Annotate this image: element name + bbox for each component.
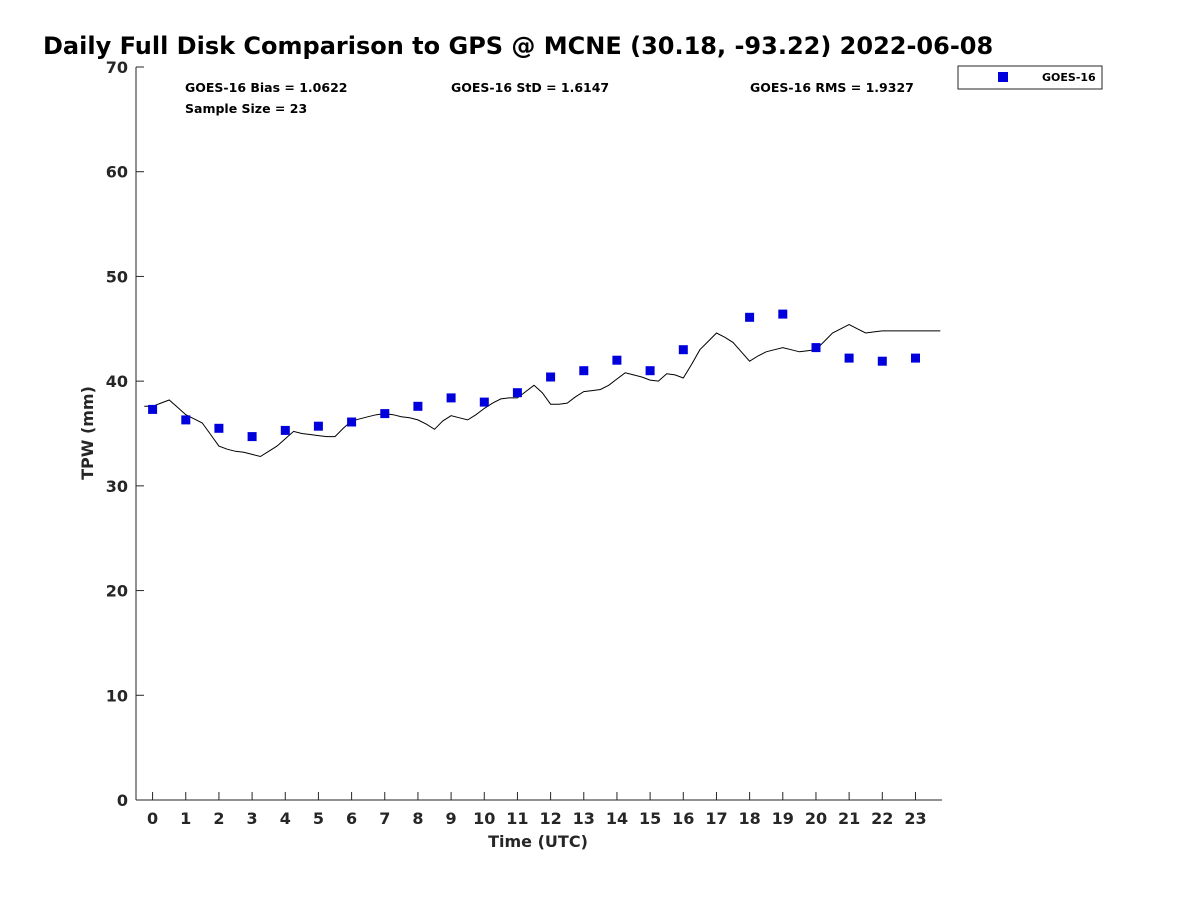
- legend-label: GOES-16: [1042, 71, 1096, 84]
- plot-area: [135, 67, 942, 801]
- x-tick-label: 16: [672, 809, 694, 828]
- gps-line-series: [144, 324, 941, 458]
- x-tick-label: 13: [573, 809, 595, 828]
- goes16-point: [247, 432, 257, 442]
- legend-marker: [998, 72, 1008, 82]
- legend-box: [957, 65, 1103, 90]
- y-ticks: 0 10 20 30 40 50 60 70: [106, 58, 144, 810]
- y-tick-label: 70: [106, 58, 128, 77]
- x-tick-label: 4: [280, 809, 291, 828]
- y-tick-label: 20: [106, 582, 128, 601]
- x-tick-label: 14: [606, 809, 628, 828]
- goes16-point: [778, 309, 788, 319]
- x-tick-label: 1: [180, 809, 191, 828]
- x-tick-label: 20: [805, 809, 827, 828]
- goes16-point: [148, 404, 158, 414]
- goes16-point: [911, 353, 920, 363]
- x-tick-label: 11: [506, 809, 528, 828]
- x-tick-label: 7: [379, 809, 390, 828]
- y-tick-label: 50: [106, 267, 128, 286]
- sample-size-stat: Sample Size = 23: [185, 101, 307, 116]
- x-tick-label: 21: [838, 809, 860, 828]
- x-tick-label: 23: [904, 809, 926, 828]
- x-tick-label: 22: [871, 809, 893, 828]
- x-tick-label: 12: [539, 809, 561, 828]
- goes16-point: [745, 312, 755, 322]
- goes16-point: [413, 401, 423, 411]
- x-tick-label: 0: [147, 809, 158, 828]
- x-tick-label: 5: [313, 809, 324, 828]
- x-tick-label: 8: [412, 809, 423, 828]
- x-tick-label: 2: [213, 809, 224, 828]
- goes16-point: [877, 356, 887, 366]
- y-tick-label: 30: [106, 477, 128, 496]
- goes16-point: [313, 421, 323, 431]
- goes16-point: [512, 388, 522, 398]
- bias-stat: GOES-16 Bias = 1.0622: [185, 80, 347, 95]
- y-tick-label: 0: [117, 791, 128, 810]
- goes16-point: [612, 355, 622, 365]
- x-tick-label: 17: [705, 809, 727, 828]
- goes16-point: [678, 345, 688, 355]
- goes16-point: [214, 423, 224, 433]
- x-axis-label: Time (UTC): [488, 832, 588, 851]
- chart-title: Daily Full Disk Comparison to GPS @ MCNE…: [43, 32, 993, 60]
- goes16-point: [479, 397, 489, 407]
- gps-line: [144, 324, 941, 458]
- goes16-point: [446, 393, 456, 403]
- y-tick-label: 60: [106, 163, 128, 182]
- x-tick-label: 6: [346, 809, 357, 828]
- x-tick-label: 3: [247, 809, 258, 828]
- x-tick-label: 10: [473, 809, 495, 828]
- y-tick-label: 40: [106, 372, 128, 391]
- y-axis-label: TPW (mm): [78, 386, 97, 480]
- x-tick-label: 15: [639, 809, 661, 828]
- x-tick-label: 19: [772, 809, 794, 828]
- goes16-scatter-series: [148, 309, 920, 442]
- goes16-point: [181, 415, 191, 425]
- goes16-point: [579, 366, 589, 376]
- x-tick-label: 18: [738, 809, 760, 828]
- legend: GOES-16: [957, 65, 1103, 90]
- goes16-point: [347, 417, 357, 427]
- goes16-point: [546, 372, 556, 382]
- goes16-point: [811, 343, 821, 353]
- rms-stat: GOES-16 RMS = 1.9327: [750, 80, 914, 95]
- goes16-point: [844, 353, 854, 363]
- goes16-point: [380, 409, 390, 419]
- goes16-point: [280, 425, 290, 435]
- x-ticks: 0 1 2 3 4 5 6 7 8 9 10 11 12 13 14 15 16 17 18 19 20 21 22 23: [147, 792, 927, 828]
- y-tick-label: 10: [106, 686, 128, 705]
- std-stat: GOES-16 StD = 1.6147: [451, 80, 609, 95]
- x-tick-label: 9: [446, 809, 457, 828]
- goes16-point: [645, 366, 655, 376]
